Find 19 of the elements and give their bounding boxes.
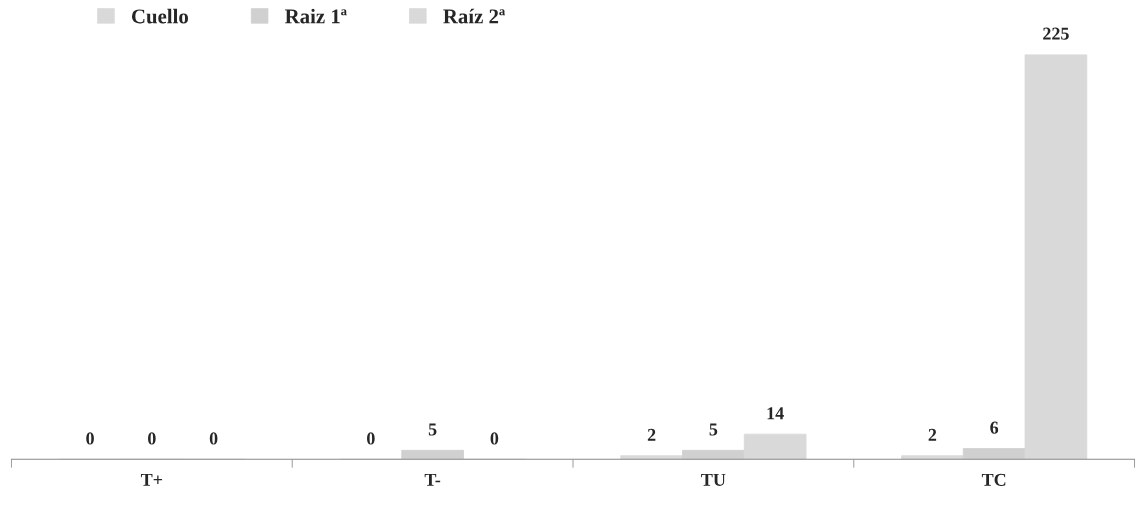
data-label: 0 — [148, 432, 156, 445]
legend-label: Raiz 1ª — [284, 8, 347, 24]
data-label: 6 — [990, 421, 999, 434]
data-label: 0 — [209, 432, 218, 445]
data-label: 5 — [428, 423, 437, 436]
legend-label: Cuello — [131, 8, 189, 24]
x-tick-label: T- — [424, 473, 441, 486]
x-tick-label: TU — [701, 473, 726, 486]
x-tick-label: T+ — [140, 473, 163, 486]
data-label: 14 — [767, 407, 784, 420]
legend-label: Raíz 2ª — [443, 8, 506, 24]
x-tick-label: TC — [981, 473, 1006, 486]
data-label: 2 — [928, 428, 937, 441]
data-label: 225 — [1043, 27, 1069, 40]
data-label: 0 — [490, 432, 499, 445]
data-label: 2 — [647, 428, 656, 441]
data-label: 5 — [709, 423, 718, 436]
data-label: 0 — [86, 432, 94, 445]
data-label: 0 — [367, 432, 375, 445]
